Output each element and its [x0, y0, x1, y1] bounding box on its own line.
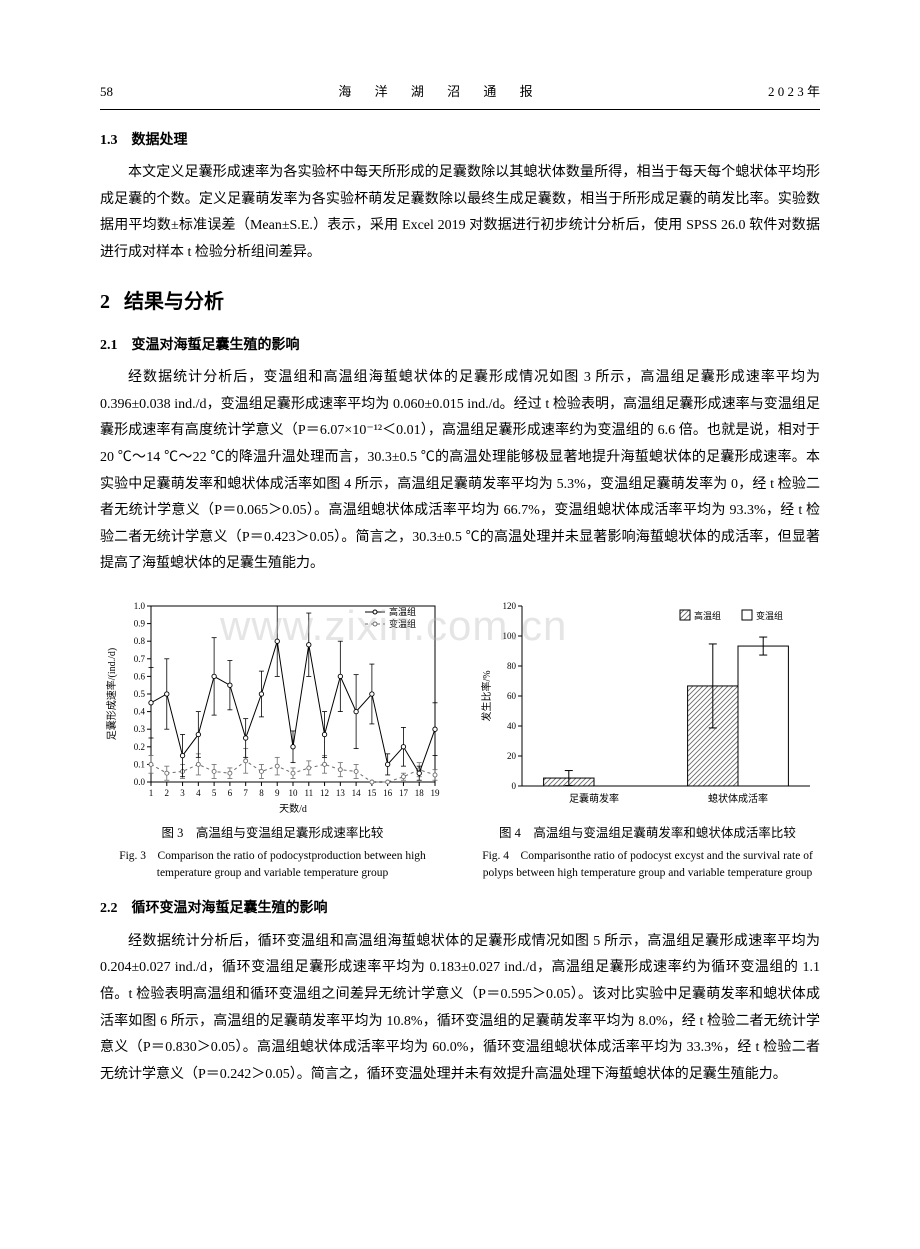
- figure-3-chart: 0.00.10.20.30.40.50.60.70.80.91.01234567…: [100, 596, 445, 816]
- svg-text:0.4: 0.4: [133, 707, 145, 717]
- svg-text:18: 18: [414, 788, 424, 798]
- svg-text:0.6: 0.6: [133, 671, 145, 681]
- svg-text:2: 2: [164, 788, 169, 798]
- para-2-1: 经数据统计分析后，变温组和高温组海蜇螅状体的足囊形成情况如图 3 所示，高温组足…: [100, 365, 820, 578]
- svg-text:足囊萌发率: 足囊萌发率: [569, 792, 619, 805]
- para-1-3: 本文定义足囊形成速率为各实验杯中每天所形成的足囊数除以其螅状体数量所得，相当于每…: [100, 160, 820, 266]
- svg-text:100: 100: [502, 631, 516, 641]
- svg-text:120: 120: [502, 601, 516, 611]
- svg-text:变温组: 变温组: [756, 610, 783, 621]
- svg-text:0.0: 0.0: [133, 777, 145, 787]
- figure-3-block: 0.00.10.20.30.40.50.60.70.80.91.01234567…: [100, 596, 445, 882]
- figure-3-caption-en: Fig. 3 Comparison the ratio of podocystp…: [100, 848, 445, 883]
- svg-text:0.3: 0.3: [133, 724, 145, 734]
- svg-text:9: 9: [274, 788, 279, 798]
- svg-text:高温组: 高温组: [389, 606, 416, 617]
- page-year: 2 0 2 3 年: [768, 80, 820, 105]
- svg-text:发生比率/%: 发生比率/%: [480, 670, 493, 721]
- figure-4-caption-cn: 图 4 高温组与变温组足囊萌发率和螅状体成活率比较: [475, 822, 820, 846]
- svg-text:16: 16: [383, 788, 393, 798]
- svg-text:足囊形成速率/(ind./d): 足囊形成速率/(ind./d): [105, 648, 118, 741]
- para-2-2: 经数据统计分析后，循环变温组和高温组海蜇螅状体的足囊形成情况如图 5 所示，高温…: [100, 929, 820, 1089]
- svg-text:0.9: 0.9: [133, 619, 145, 629]
- svg-text:15: 15: [367, 788, 377, 798]
- svg-text:11: 11: [304, 788, 313, 798]
- svg-text:1.0: 1.0: [133, 601, 145, 611]
- svg-text:变温组: 变温组: [389, 618, 416, 629]
- svg-text:0.7: 0.7: [133, 654, 145, 664]
- figure-4-caption-en: Fig. 4 Comparisonthe ratio of podocyst e…: [475, 848, 820, 883]
- svg-text:3: 3: [180, 788, 185, 798]
- heading-2: 2 结果与分析: [100, 283, 820, 321]
- svg-text:0.2: 0.2: [133, 742, 144, 752]
- svg-text:14: 14: [351, 788, 361, 798]
- svg-text:0.5: 0.5: [133, 689, 145, 699]
- heading-2-1: 2.1 变温对海蜇足囊生殖的影响: [100, 333, 820, 360]
- svg-text:7: 7: [243, 788, 248, 798]
- journal-name: 海 洋 湖 沼 通 报: [338, 80, 542, 105]
- figure-4-chart: 0 20 40 60 80 100 120 发生比率/% 足囊萌发率 螅状体成活率 高温组 变温组: [475, 596, 820, 816]
- svg-text:0: 0: [511, 781, 516, 791]
- svg-text:螅状体成活率: 螅状体成活率: [708, 792, 768, 805]
- svg-text:0.8: 0.8: [133, 636, 145, 646]
- svg-text:5: 5: [211, 788, 216, 798]
- page-header: 58 海 洋 湖 沼 通 报 2 0 2 3 年: [100, 80, 820, 110]
- svg-text:12: 12: [320, 788, 329, 798]
- figure-4-block: 0 20 40 60 80 100 120 发生比率/% 足囊萌发率 螅状体成活率 高温组 变温组 图…: [475, 596, 820, 882]
- svg-text:4: 4: [196, 788, 201, 798]
- svg-text:17: 17: [398, 788, 408, 798]
- svg-text:天数/d: 天数/d: [279, 802, 307, 815]
- svg-text:高温组: 高温组: [694, 610, 721, 621]
- svg-text:40: 40: [507, 721, 517, 731]
- page-number: 58: [100, 80, 113, 105]
- figure-3-caption-cn: 图 3 高温组与变温组足囊形成速率比较: [100, 822, 445, 846]
- heading-2-num: 2: [100, 291, 110, 313]
- heading-1-3: 1.3 数据处理: [100, 128, 820, 155]
- figures-row: 0.00.10.20.30.40.50.60.70.80.91.01234567…: [100, 596, 820, 882]
- svg-text:13: 13: [335, 788, 345, 798]
- svg-text:1: 1: [148, 788, 153, 798]
- svg-text:6: 6: [227, 788, 232, 798]
- svg-text:8: 8: [259, 788, 264, 798]
- svg-text:19: 19: [430, 788, 440, 798]
- svg-text:20: 20: [507, 751, 517, 761]
- heading-2-2: 2.2 循环变温对海蜇足囊生殖的影响: [100, 896, 820, 923]
- heading-2-text: 结果与分析: [124, 291, 224, 313]
- svg-text:0.1: 0.1: [133, 759, 144, 769]
- svg-text:80: 80: [507, 661, 517, 671]
- svg-text:10: 10: [288, 788, 298, 798]
- svg-text:60: 60: [507, 691, 517, 701]
